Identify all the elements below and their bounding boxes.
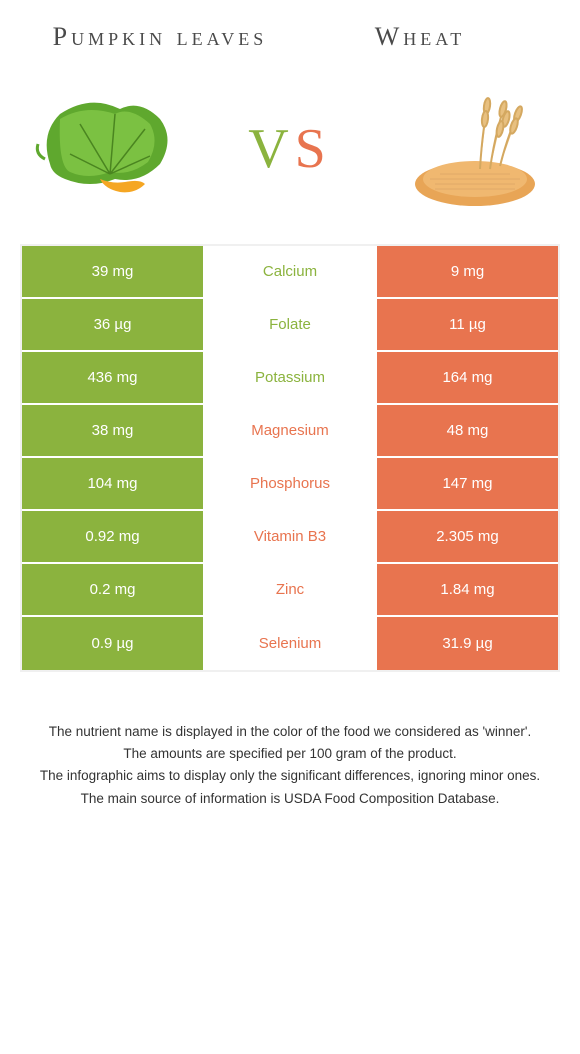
nutrient-name: Calcium bbox=[205, 246, 375, 297]
header: Pumpkin leaves Wheat bbox=[10, 20, 570, 54]
left-value: 0.9 µg bbox=[22, 617, 205, 670]
wheat-image bbox=[380, 84, 550, 214]
nutrient-name: Selenium bbox=[205, 617, 375, 670]
vs-label: VS bbox=[248, 117, 332, 181]
table-row: 0.9 µgSelenium31.9 µg bbox=[22, 617, 558, 670]
left-value: 36 µg bbox=[22, 299, 205, 350]
left-value: 0.2 mg bbox=[22, 564, 205, 615]
right-value: 31.9 µg bbox=[375, 617, 558, 670]
right-value: 2.305 mg bbox=[375, 511, 558, 562]
nutrient-table: 39 mgCalcium9 mg36 µgFolate11 µg436 mgPo… bbox=[20, 244, 560, 672]
table-row: 38 mgMagnesium48 mg bbox=[22, 405, 558, 458]
nutrient-name: Zinc bbox=[205, 564, 375, 615]
table-row: 39 mgCalcium9 mg bbox=[22, 246, 558, 299]
nutrient-name: Magnesium bbox=[205, 405, 375, 456]
left-food-title: Pumpkin leaves bbox=[30, 20, 290, 54]
footer-line: The amounts are specified per 100 gram o… bbox=[30, 744, 550, 764]
vs-s: S bbox=[295, 118, 332, 180]
nutrient-name: Vitamin B3 bbox=[205, 511, 375, 562]
right-value: 48 mg bbox=[375, 405, 558, 456]
footer-line: The infographic aims to display only the… bbox=[30, 766, 550, 786]
pumpkin-leaves-image bbox=[30, 84, 200, 214]
right-value: 147 mg bbox=[375, 458, 558, 509]
table-row: 436 mgPotassium164 mg bbox=[22, 352, 558, 405]
left-value: 38 mg bbox=[22, 405, 205, 456]
nutrient-name: Folate bbox=[205, 299, 375, 350]
left-value: 39 mg bbox=[22, 246, 205, 297]
nutrient-name: Phosphorus bbox=[205, 458, 375, 509]
right-value: 164 mg bbox=[375, 352, 558, 403]
footer-line: The nutrient name is displayed in the co… bbox=[30, 722, 550, 742]
right-value: 11 µg bbox=[375, 299, 558, 350]
table-row: 104 mgPhosphorus147 mg bbox=[22, 458, 558, 511]
images-row: VS bbox=[10, 74, 570, 244]
footer-line: The main source of information is USDA F… bbox=[30, 789, 550, 809]
right-value: 9 mg bbox=[375, 246, 558, 297]
nutrient-name: Potassium bbox=[205, 352, 375, 403]
table-row: 36 µgFolate11 µg bbox=[22, 299, 558, 352]
table-row: 0.2 mgZinc1.84 mg bbox=[22, 564, 558, 617]
vs-v: V bbox=[248, 118, 294, 180]
left-value: 436 mg bbox=[22, 352, 205, 403]
left-value: 0.92 mg bbox=[22, 511, 205, 562]
right-value: 1.84 mg bbox=[375, 564, 558, 615]
right-food-title: Wheat bbox=[290, 20, 550, 54]
footer-notes: The nutrient name is displayed in the co… bbox=[10, 722, 570, 809]
table-row: 0.92 mgVitamin B32.305 mg bbox=[22, 511, 558, 564]
left-value: 104 mg bbox=[22, 458, 205, 509]
